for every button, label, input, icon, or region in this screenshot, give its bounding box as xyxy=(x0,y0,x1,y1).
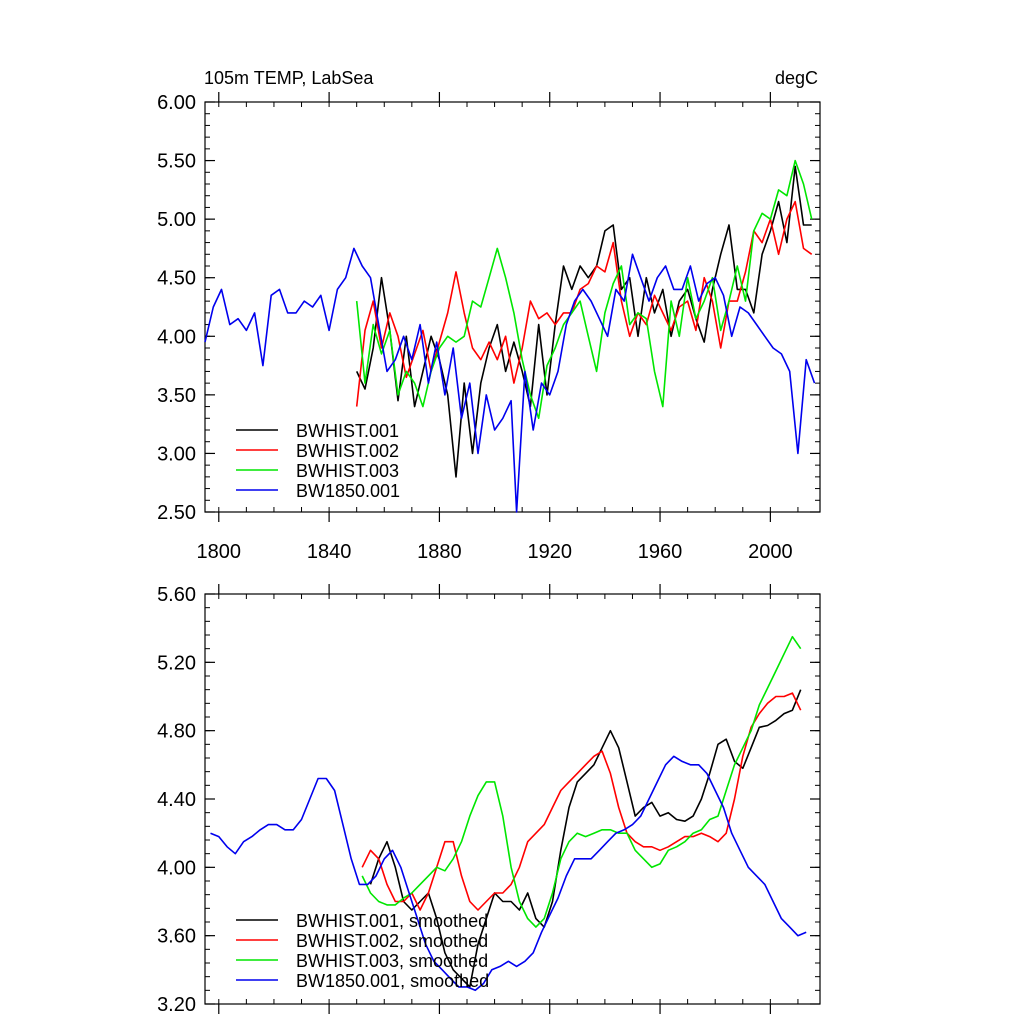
top-y-tick-label: 6.00 xyxy=(157,92,196,114)
figure-title: 105m TEMP, LabSea xyxy=(204,68,374,88)
bottom-series-bw1850-001 xyxy=(210,755,807,992)
top-series-bwhist-001 xyxy=(355,165,812,478)
bottom-legend-label: BWHIST.002, smoothed xyxy=(296,931,488,951)
top-plot-frame xyxy=(204,101,821,513)
bottom-axes: 3.20 3.60 4.00 4.40 4.80 5.20 5.60 xyxy=(157,584,821,1016)
bottom-y-tick-label: 4.80 xyxy=(157,721,196,743)
top-y-tick-label: 3.00 xyxy=(157,443,196,465)
top-x-tick-label: 2000 xyxy=(748,541,793,563)
top-x-tick-label: 1920 xyxy=(527,541,572,563)
top-x-tick-label: 1960 xyxy=(638,541,683,563)
top-axes: 2.50 3.00 3.50 4.00 4.50 5.00 5.50 6.00 1800 1840… xyxy=(157,92,821,563)
bottom-legend-label: BWHIST.003, smoothed xyxy=(296,951,488,971)
bottom-series-bwhist-003 xyxy=(361,635,802,928)
top-panel: 2.50 3.00 3.50 4.00 4.50 5.00 5.50 6.00 1800 1840… xyxy=(157,92,821,563)
top-series-bwhist-003 xyxy=(355,159,813,420)
bottom-y-tick-label: 3.60 xyxy=(157,926,196,948)
bottom-legend-label: BWHIST.001, smoothed xyxy=(296,911,488,931)
top-series-bwhist-002 xyxy=(355,200,813,407)
top-x-tick-label: 1800 xyxy=(197,541,242,563)
top-y-tick-label: 3.50 xyxy=(157,385,196,407)
bottom-panel: 3.20 3.60 4.00 4.40 4.80 5.20 5.60 BWHIST.001,… xyxy=(157,584,821,1016)
units-label: degC xyxy=(775,68,818,88)
top-legend-label: BWHIST.002 xyxy=(296,441,399,461)
bottom-y-tick-label: 4.40 xyxy=(157,789,196,811)
bottom-y-tick-label: 5.60 xyxy=(157,584,196,606)
top-legend-label: BW1850.001 xyxy=(296,481,400,501)
top-y-tick-label: 5.00 xyxy=(157,209,196,231)
top-legend-label: BWHIST.003 xyxy=(296,461,399,481)
bottom-series-bwhist-002 xyxy=(361,692,802,911)
bottom-y-tick-label: 3.20 xyxy=(157,994,196,1016)
bottom-y-tick-label: 5.20 xyxy=(157,652,196,674)
top-y-tick-label: 4.00 xyxy=(157,326,196,348)
top-series-lines xyxy=(204,159,816,513)
top-y-tick-label: 2.50 xyxy=(157,502,196,524)
bottom-series-bwhist-001 xyxy=(369,689,802,988)
top-x-tick-label: 1880 xyxy=(417,541,462,563)
top-series-bw1850-001 xyxy=(204,247,816,513)
top-y-tick-label: 4.50 xyxy=(157,268,196,290)
bottom-y-tick-label: 4.00 xyxy=(157,857,196,879)
top-legend-label: BWHIST.001 xyxy=(296,421,399,441)
bottom-series-lines xyxy=(210,635,807,992)
top-x-tick-label: 1840 xyxy=(307,541,352,563)
top-y-tick-label: 5.50 xyxy=(157,151,196,173)
bottom-legend-label: BW1850.001, smoothed xyxy=(296,971,489,991)
